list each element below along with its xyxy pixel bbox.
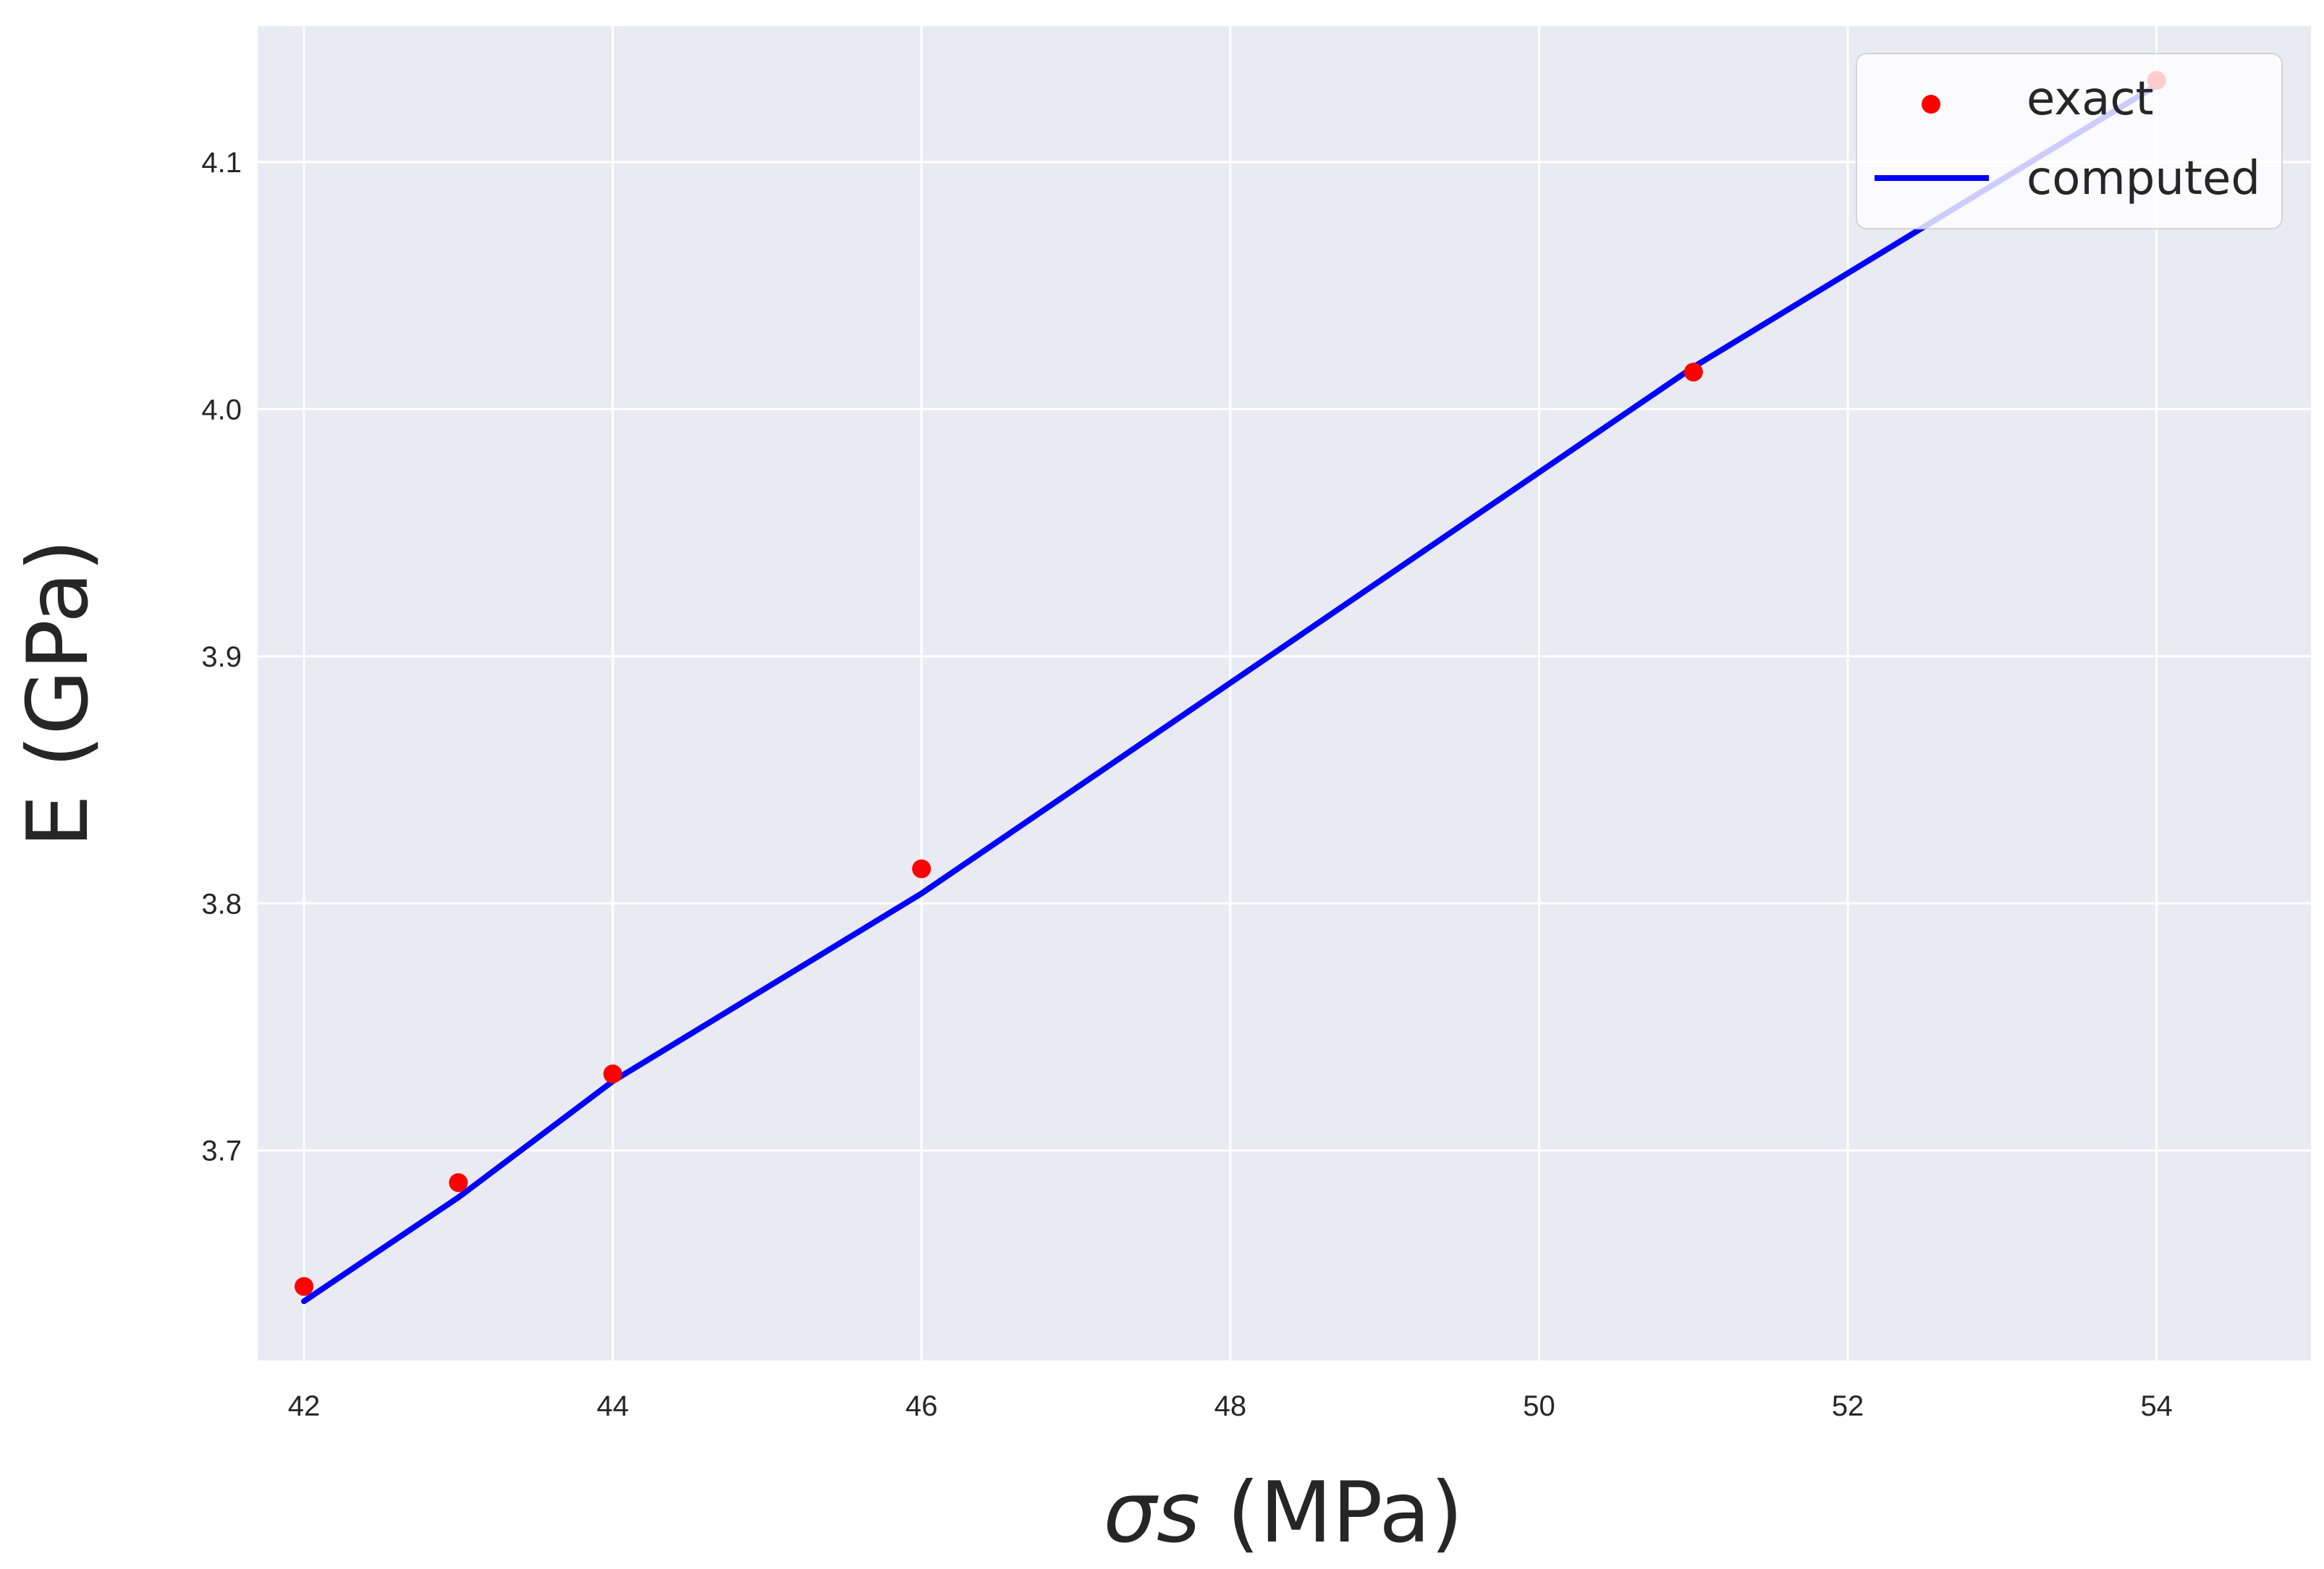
exact-point	[1683, 363, 1703, 382]
exact-point	[912, 859, 931, 879]
y-tick-label: 4.0	[201, 394, 242, 426]
x-axis-unit: (MPa)	[1200, 1464, 1463, 1562]
x-tick-label: 46	[905, 1390, 938, 1422]
exact-point	[449, 1173, 468, 1193]
y-tick-label: 3.8	[201, 888, 242, 920]
legend-label-exact: exact	[2027, 72, 2154, 126]
y-tick-labels: 3.7 3.8 3.9 4.0 4.1	[201, 147, 242, 1167]
legend-label-computed: computed	[2027, 152, 2260, 206]
x-axis-label: σs (MPa)	[1103, 1464, 1463, 1562]
legend: exact computed	[1856, 53, 2283, 229]
legend-box	[1856, 53, 2283, 229]
x-tick-label: 48	[1214, 1390, 1247, 1422]
exact-point	[603, 1064, 622, 1083]
legend-marker-exact	[1922, 95, 1940, 114]
y-tick-label: 4.1	[201, 147, 242, 179]
computed-line	[301, 83, 2160, 1304]
x-tick-label: 44	[596, 1390, 629, 1422]
x-tick-label: 42	[288, 1390, 321, 1422]
x-tick-labels: 42 44 46 48 50 52 54	[288, 1390, 2173, 1422]
exact-point	[295, 1277, 313, 1296]
x-axis-symbol: σs	[1103, 1464, 1200, 1562]
y-axis-label: E (GPa)	[9, 539, 107, 847]
plot-area	[258, 26, 2311, 1361]
y-tick-label: 3.9	[201, 641, 242, 673]
grid	[258, 26, 2311, 1361]
x-tick-label: 54	[2140, 1390, 2173, 1422]
y-tick-label: 3.7	[201, 1135, 242, 1167]
x-tick-label: 52	[1832, 1390, 1864, 1422]
x-tick-label: 50	[1523, 1390, 1555, 1422]
